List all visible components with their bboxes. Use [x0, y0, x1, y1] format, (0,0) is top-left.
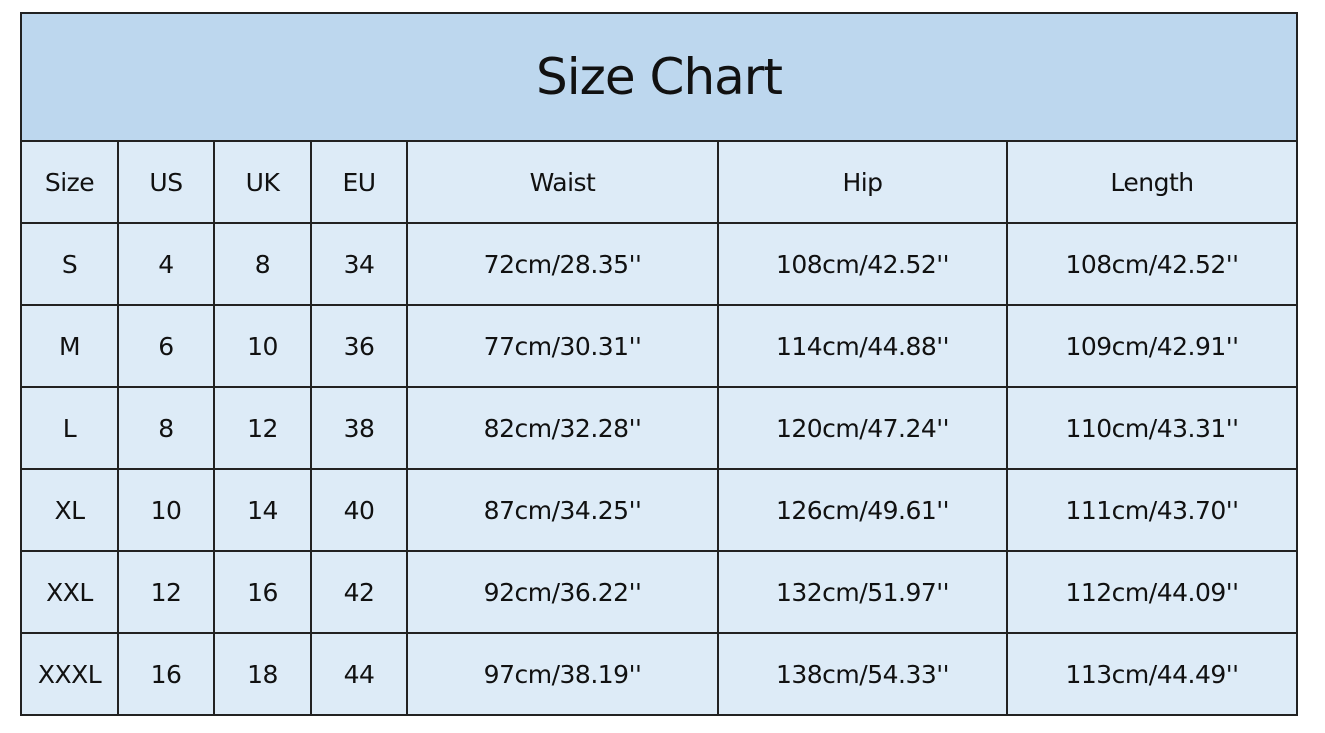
cell-uk: 14	[213, 468, 312, 552]
column-header-waist: Waist	[406, 140, 719, 224]
cell-hip: 132cm/51.97''	[717, 550, 1008, 634]
cell-waist: 87cm/34.25''	[406, 468, 719, 552]
cell-hip: 108cm/42.52''	[717, 222, 1008, 306]
cell-eu: 40	[310, 468, 408, 552]
table-row: XXL 12 16 42 92cm/36.22'' 132cm/51.97'' 112cm/…	[20, 550, 1298, 634]
cell-hip: 120cm/47.24''	[717, 386, 1008, 470]
cell-us: 12	[117, 550, 215, 634]
cell-size: XXXL	[20, 632, 119, 716]
size-chart-table: Size Chart Size US UK EU Waist Hip Length S 4 8 34…	[20, 12, 1298, 716]
cell-eu: 34	[310, 222, 408, 306]
table-row: S 4 8 34 72cm/28.35'' 108cm/42.52'' 108cm/42.5…	[20, 222, 1298, 306]
cell-uk: 12	[213, 386, 312, 470]
cell-us: 10	[117, 468, 215, 552]
cell-us: 6	[117, 304, 215, 388]
cell-length: 113cm/44.49''	[1006, 632, 1298, 716]
cell-us: 4	[117, 222, 215, 306]
cell-hip: 114cm/44.88''	[717, 304, 1008, 388]
column-header-length: Length	[1006, 140, 1298, 224]
table-row: XL 10 14 40 87cm/34.25'' 126cm/49.61'' 111cm/4…	[20, 468, 1298, 552]
cell-waist: 82cm/32.28''	[406, 386, 719, 470]
cell-us: 8	[117, 386, 215, 470]
cell-us: 16	[117, 632, 215, 716]
cell-size: S	[20, 222, 119, 306]
cell-eu: 38	[310, 386, 408, 470]
table-row: L 8 12 38 82cm/32.28'' 120cm/47.24'' 110cm/43.…	[20, 386, 1298, 470]
column-header-hip: Hip	[717, 140, 1008, 224]
cell-length: 110cm/43.31''	[1006, 386, 1298, 470]
cell-uk: 18	[213, 632, 312, 716]
column-header-us: US	[117, 140, 215, 224]
chart-title: Size Chart	[20, 12, 1298, 142]
cell-hip: 126cm/49.61''	[717, 468, 1008, 552]
cell-eu: 42	[310, 550, 408, 634]
cell-length: 111cm/43.70''	[1006, 468, 1298, 552]
cell-waist: 97cm/38.19''	[406, 632, 719, 716]
cell-uk: 16	[213, 550, 312, 634]
table-row: M 6 10 36 77cm/30.31'' 114cm/44.88'' 109cm/42.…	[20, 304, 1298, 388]
column-header-uk: UK	[213, 140, 312, 224]
table-row: XXXL 16 18 44 97cm/38.19'' 138cm/54.33'' 113cm…	[20, 632, 1298, 716]
cell-uk: 8	[213, 222, 312, 306]
cell-size: XXL	[20, 550, 119, 634]
cell-waist: 72cm/28.35''	[406, 222, 719, 306]
cell-waist: 92cm/36.22''	[406, 550, 719, 634]
cell-size: M	[20, 304, 119, 388]
cell-eu: 44	[310, 632, 408, 716]
cell-length: 109cm/42.91''	[1006, 304, 1298, 388]
cell-eu: 36	[310, 304, 408, 388]
cell-size: XL	[20, 468, 119, 552]
header-row: Size US UK EU Waist Hip Length	[20, 140, 1298, 224]
cell-uk: 10	[213, 304, 312, 388]
cell-length: 112cm/44.09''	[1006, 550, 1298, 634]
cell-length: 108cm/42.52''	[1006, 222, 1298, 306]
column-header-eu: EU	[310, 140, 408, 224]
column-header-size: Size	[20, 140, 119, 224]
cell-size: L	[20, 386, 119, 470]
cell-waist: 77cm/30.31''	[406, 304, 719, 388]
cell-hip: 138cm/54.33''	[717, 632, 1008, 716]
